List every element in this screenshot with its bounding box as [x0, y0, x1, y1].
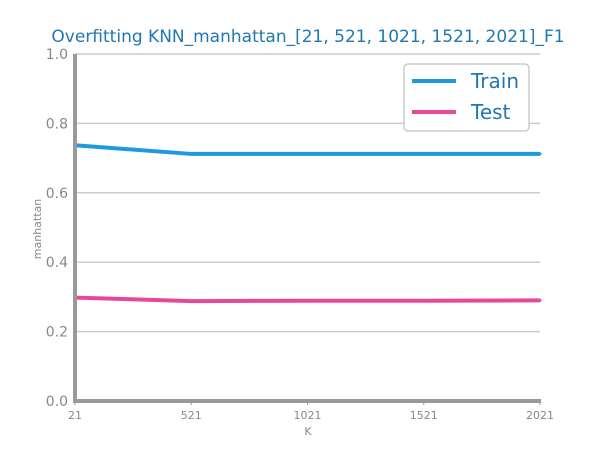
data-point-train [422, 152, 426, 156]
y-tick-label: 0.6 [46, 186, 68, 202]
y-tick-label: 1.0 [46, 47, 68, 63]
x-tick-label: 521 [181, 409, 202, 422]
data-point-test [422, 299, 426, 303]
x-tick-label: 21 [68, 409, 82, 422]
x-axis-label: K [304, 425, 312, 438]
data-point-test [306, 299, 309, 303]
y-tick-label: 0.4 [46, 255, 68, 271]
y-tick-label: 0.0 [46, 394, 68, 410]
chart-title: Overfitting KNN_manhattan_[21, 521, 1021… [51, 27, 564, 47]
data-point-train [306, 152, 309, 156]
x-tick-label: 1021 [294, 409, 322, 422]
x-tick-label: 2021 [526, 409, 554, 422]
data-point-test [189, 299, 193, 303]
series-layer [73, 143, 542, 304]
y-axis-label: manhattan [31, 199, 44, 260]
y-ticks: 0.0 0.2 0.4 0.6 0.8 1.0 [46, 47, 68, 410]
data-point-train [538, 152, 542, 156]
legend-label-test: Test [470, 100, 511, 124]
legend: Train Test [403, 63, 530, 132]
x-ticks: 21 521 1021 1521 2021 [68, 401, 554, 422]
x-tick-label: 1521 [410, 409, 438, 422]
data-point-test [538, 298, 542, 302]
y-tick-label: 0.2 [46, 325, 68, 341]
legend-label-train: Train [470, 69, 519, 93]
y-tick-label: 0.8 [46, 116, 68, 132]
data-point-train [189, 152, 193, 156]
